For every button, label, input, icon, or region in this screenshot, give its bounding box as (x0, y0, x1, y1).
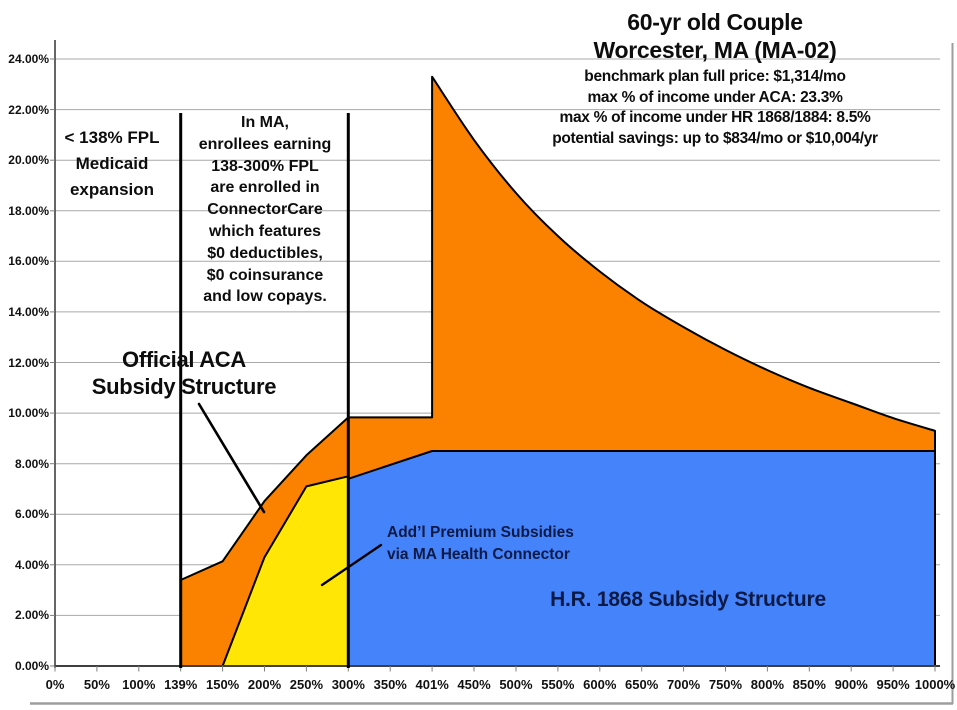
x-tick-label: 950% (876, 677, 910, 692)
y-tick-label: 12.00% (8, 355, 49, 370)
y-tick-label: 22.00% (8, 102, 49, 117)
aca-pointer-line (197, 402, 266, 514)
aca-structure-label: Official ACA Subsidy Structure (58, 346, 310, 400)
connectorcare-note: In MA, enrollees earning 138-300% FPL are e… (182, 112, 348, 308)
y-tick-label: 8.00% (14, 456, 49, 471)
y-tick-label: 2.00% (14, 608, 49, 623)
y-tick-label: 0.00% (14, 659, 49, 673)
text-line: Subsidy Structure (91, 374, 277, 399)
x-tick-label: 800% (750, 677, 784, 692)
text-line: enrollees earning (198, 135, 332, 153)
text-line: Medicaid (75, 154, 149, 173)
y-tick-label: 14.00% (8, 304, 49, 319)
chart-subtitle: benchmark plan full price: $1,314/mo max … (508, 67, 922, 149)
x-tick-label: 750% (708, 677, 743, 692)
x-tick-label: 850% (792, 677, 826, 692)
text-line: max % of income under HR 1868/1884: 8.5% (559, 109, 871, 126)
y-tick-label: 24.00% (8, 52, 49, 66)
text-line: < 138% FPL (64, 128, 160, 147)
x-tick-label: 0% (45, 677, 65, 692)
text-line: via MA Health Connector (387, 545, 570, 563)
x-tick-label: 600% (583, 677, 617, 692)
chart-header: 60-yr old Couple Worcester, MA (MA-02) be… (508, 8, 922, 149)
text-line: benchmark plan full price: $1,314/mo (584, 68, 846, 85)
y-tick-label: 20.00% (8, 153, 49, 168)
addl-subsidies-label: Add’l Premium Subsidies via MA Health Con… (387, 522, 574, 565)
x-tick-label: 300% (331, 677, 365, 692)
x-tick-label: 700% (666, 677, 701, 692)
y-tick-label: 18.00% (8, 203, 49, 218)
x-tick-label: 401% (415, 677, 449, 692)
medicaid-expansion-note: < 138% FPL Medicaid expansion (33, 125, 191, 203)
x-tick-label: 350% (373, 677, 407, 692)
text-line: ConnectorCare (207, 201, 323, 219)
text-line: Official ACA (122, 347, 246, 372)
text-line: are enrolled in (210, 179, 320, 197)
x-tick-label: 450% (457, 677, 491, 692)
text-line: In MA, (241, 114, 289, 131)
x-tick-label: 250% (289, 677, 324, 692)
x-tick-label: 650% (625, 677, 659, 692)
x-tick-label: 200% (247, 677, 282, 692)
x-tick-label: 150% (205, 677, 240, 692)
x-tick-label: 100% (122, 677, 156, 692)
x-tick-label: 900% (834, 677, 868, 692)
text-line: max % of income under ACA: 23.3% (587, 88, 843, 106)
text-line: and low copays. (203, 288, 327, 306)
y-tick-label: 10.00% (8, 406, 49, 421)
y-tick-label: 6.00% (14, 507, 49, 522)
x-tick-label: 139% (164, 677, 198, 692)
x-tick-label: 50% (83, 677, 110, 692)
text-line: 138-300% FPL (211, 157, 319, 175)
text-line: Worcester, MA (MA-02) (593, 37, 837, 63)
text-line: Add’l Premium Subsidies (387, 524, 574, 541)
text-line: which features (208, 222, 322, 240)
text-line: 60-yr old Couple (627, 9, 803, 35)
chart-title: 60-yr old Couple Worcester, MA (MA-02) (508, 8, 922, 64)
text-line: expansion (69, 180, 155, 199)
text-line: potential savings: up to $834/mo or $10,… (552, 129, 878, 147)
text-line: $0 coinsurance (206, 266, 324, 284)
y-tick-label: 16.00% (8, 254, 49, 269)
addl-pointer-line (320, 543, 383, 587)
hr1868-structure-label: H.R. 1868 Subsidy Structure (550, 588, 826, 611)
x-tick-label: 1000% (914, 677, 956, 692)
y-tick-label: 4.00% (14, 557, 49, 572)
x-tick-label: 500% (499, 677, 533, 692)
text-line: $0 deductibles, (207, 244, 323, 262)
x-tick-label: 550% (541, 677, 575, 692)
